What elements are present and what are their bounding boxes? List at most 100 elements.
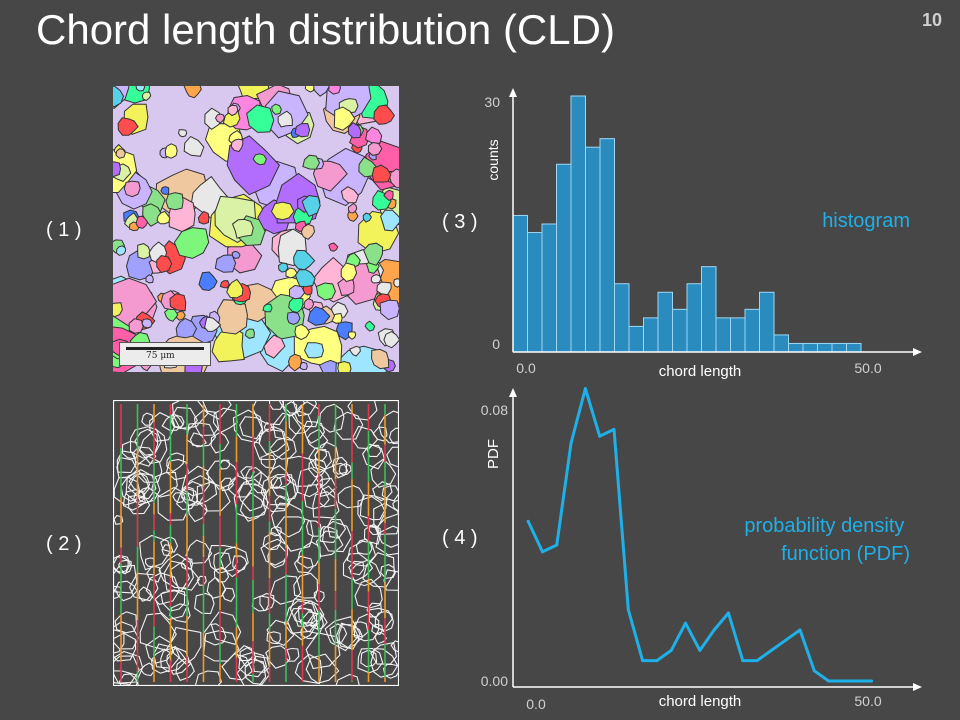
- grain-boundary: [293, 607, 317, 627]
- grain-boundary: [114, 580, 138, 602]
- grain: [156, 254, 173, 274]
- pdf-point: [784, 638, 788, 642]
- pdf-point: [698, 648, 702, 652]
- grain: [214, 113, 225, 124]
- page-number: 10: [921, 10, 942, 30]
- pdf-note-line-2: function (PDF): [781, 543, 910, 565]
- grain: [270, 201, 295, 221]
- grain-boundary: [145, 557, 155, 568]
- grain-boundary: [368, 523, 380, 536]
- pdf-point: [741, 659, 745, 663]
- grain: [363, 242, 384, 266]
- grain: [164, 143, 178, 159]
- pdf-point: [827, 679, 831, 683]
- grain: [340, 262, 358, 283]
- grain: [383, 331, 399, 349]
- grain-boundary: [160, 589, 186, 612]
- pdf-point: [555, 543, 559, 547]
- grain-boundary: [210, 611, 242, 645]
- grain: [169, 293, 187, 312]
- grain-boundary: [351, 621, 369, 638]
- histogram-y-tick-max: 30: [484, 94, 500, 110]
- grain-boundary: [160, 645, 188, 673]
- pdf-point: [612, 427, 616, 431]
- grain-boundary: [262, 531, 282, 551]
- grain-boundary: [194, 670, 223, 695]
- grain-boundary: [139, 612, 177, 651]
- grain-boundary: [160, 536, 179, 553]
- grain: [113, 86, 125, 108]
- grain: [294, 122, 311, 138]
- histogram-bar: [744, 308, 760, 353]
- grain-boundary: [203, 630, 240, 662]
- grain-boundary: [113, 476, 141, 506]
- grain: [287, 353, 303, 372]
- grain: [204, 316, 222, 332]
- grain: [347, 122, 362, 139]
- histogram-y-arrow: [509, 88, 517, 97]
- grain: [337, 360, 352, 372]
- grain: [294, 269, 316, 288]
- grain: [379, 299, 399, 321]
- grain: [226, 135, 281, 196]
- pdf-point: [684, 621, 688, 625]
- grain: [123, 180, 141, 198]
- grain: [262, 303, 273, 313]
- grain-boundary: [266, 619, 295, 647]
- grain-boundary: [346, 540, 377, 567]
- grain-boundary: [370, 458, 397, 488]
- grain: [328, 242, 339, 252]
- grain-boundary: [314, 441, 339, 470]
- grain-boundary: [146, 565, 162, 583]
- grain-boundary: [294, 653, 323, 685]
- histogram-bar: [599, 138, 615, 353]
- grain: [156, 210, 171, 225]
- grain-boundary: [303, 484, 330, 510]
- grain: [135, 215, 149, 229]
- grain: [113, 302, 123, 318]
- grain: [340, 186, 359, 204]
- grain-boundary: [269, 575, 302, 605]
- pdf-points: [526, 387, 874, 683]
- grain-boundary: [338, 463, 352, 476]
- grain-boundary: [271, 474, 298, 501]
- grain-boundary: [139, 534, 171, 571]
- histogram-bar: [715, 317, 731, 353]
- histogram-bar: [759, 291, 775, 353]
- panel-label-3: ( 3 ): [442, 211, 478, 233]
- grain-boundary: [212, 407, 238, 434]
- histogram-x-arrow: [913, 348, 922, 356]
- grain-boundary: [267, 465, 292, 489]
- grain: [178, 129, 188, 138]
- grain-boundary: [366, 444, 382, 458]
- grain: [318, 359, 337, 372]
- grain: [226, 278, 244, 299]
- grain-boundary: [368, 607, 393, 631]
- grain-boundary: [194, 592, 215, 615]
- grain-frame: [112, 399, 400, 687]
- grain: [246, 104, 275, 133]
- grain-boundary: [213, 566, 230, 583]
- pdf-point: [526, 519, 530, 523]
- scale-bar: 75 μm: [119, 342, 211, 366]
- grain-boundary: [138, 428, 168, 464]
- grain-boundary-chords-image: [101, 389, 414, 706]
- grain-boundary: [259, 592, 275, 612]
- grain-boundary: [258, 425, 287, 455]
- grain: [263, 334, 286, 359]
- grain-boundary: [128, 572, 159, 602]
- grain-boundary: [293, 555, 314, 574]
- pdf-x-tick-max: 50.0: [854, 693, 881, 709]
- grain: [333, 106, 356, 131]
- grain-boundary: [262, 486, 291, 513]
- grain: [252, 153, 267, 166]
- grain-boundary: [260, 453, 277, 469]
- pdf-point: [726, 611, 730, 615]
- grain-boundary: [238, 478, 266, 512]
- grain-boundary: [388, 427, 406, 445]
- grain: [302, 154, 321, 170]
- grain-boundary: [267, 544, 288, 569]
- scale-bar-label: 75 μm: [146, 351, 175, 361]
- grain-boundary: [297, 541, 321, 569]
- histogram-bar: [788, 342, 804, 353]
